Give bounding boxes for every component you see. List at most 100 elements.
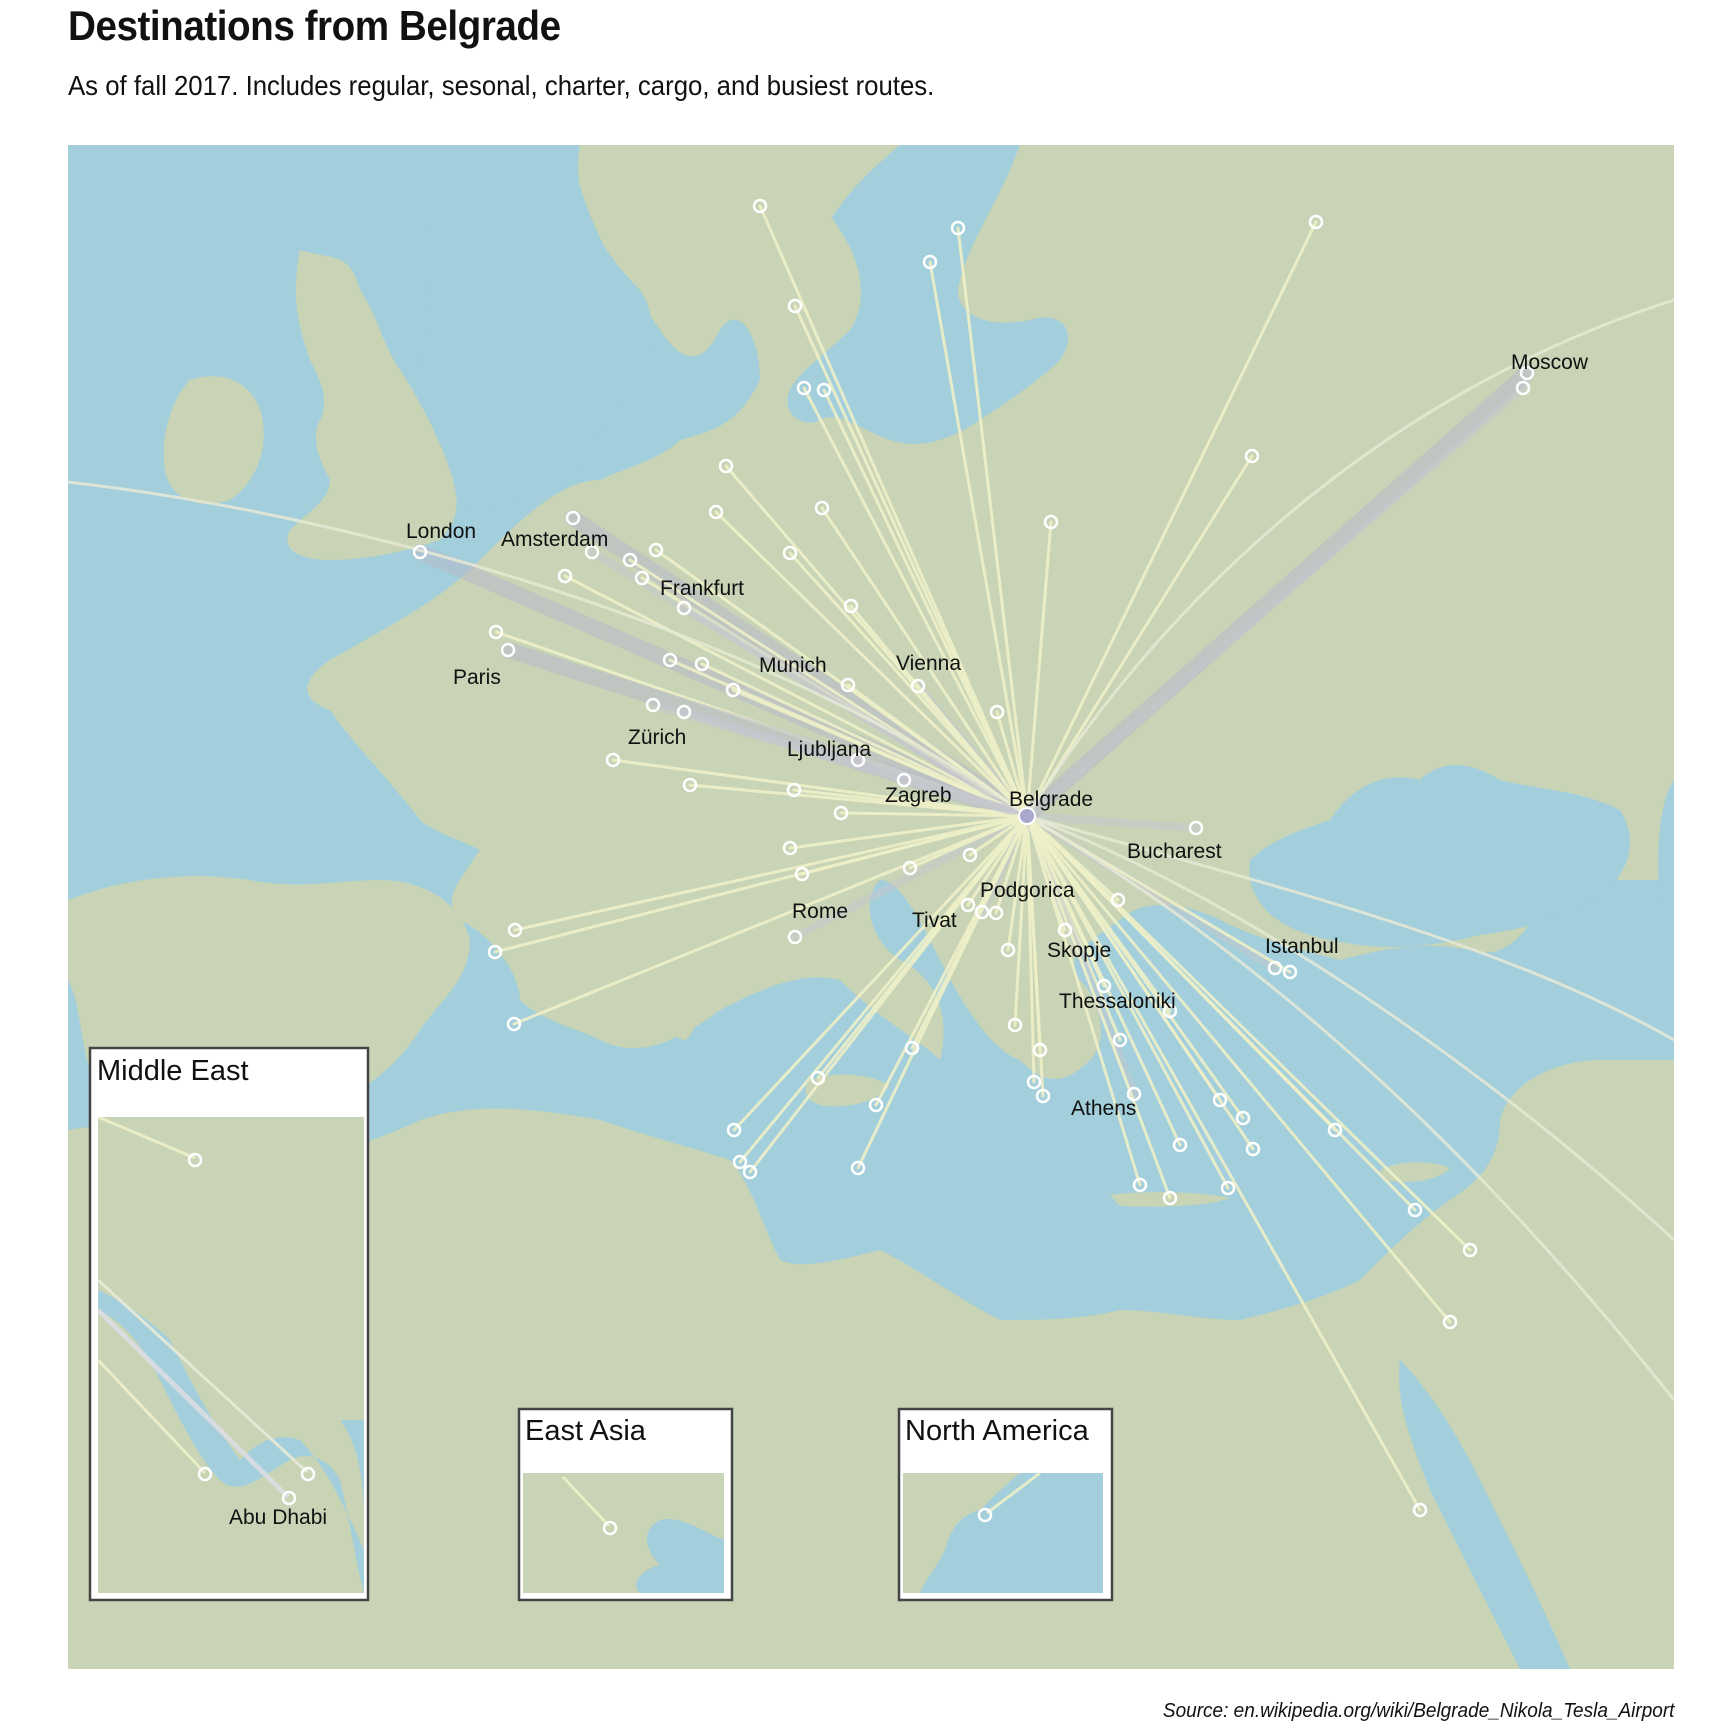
- route-line: [738, 814, 1029, 1164]
- label-amsterdam: Amsterdam: [501, 528, 608, 551]
- destination-marker: [1000, 942, 1016, 958]
- destination-marker: [507, 922, 523, 938]
- destination-marker: [1026, 1074, 1042, 1090]
- label-thessaloniki: Thessaloniki: [1059, 990, 1176, 1013]
- route-line: [1025, 454, 1254, 818]
- hub-marker-belgrade: [1018, 807, 1036, 825]
- destination-marker: [904, 1040, 920, 1056]
- route-line: [732, 814, 1029, 1132]
- route-line: [1025, 814, 1422, 1512]
- route-line: [802, 386, 1029, 818]
- route-line: [512, 814, 1029, 1026]
- route-line: [1025, 220, 1318, 818]
- destination-marker: [1188, 820, 1204, 836]
- label-belgrade: Belgrade: [1009, 788, 1093, 811]
- destination-marker: [662, 652, 678, 668]
- destination-marker: [1032, 1042, 1048, 1058]
- route-line: [1023, 812, 1200, 832]
- route-line: [839, 811, 1029, 818]
- destination-marker: [1007, 1017, 1023, 1033]
- destination-marker: [989, 704, 1005, 720]
- route-line: [1025, 814, 1417, 1212]
- route-line: [1025, 814, 1472, 1252]
- destination-marker: [1162, 1190, 1178, 1206]
- destination-marker: [843, 598, 859, 614]
- destination-marker: [1282, 964, 1298, 980]
- destination-marker: [796, 380, 812, 396]
- label-podgorica: Podgorica: [980, 879, 1075, 902]
- destination-marker: [732, 1154, 748, 1170]
- route-line: [1013, 814, 1029, 1027]
- inset-east-asia-title: East Asia: [525, 1415, 647, 1447]
- destination-marker: [1519, 365, 1535, 381]
- destination-marker: [810, 1070, 826, 1086]
- destination-marker: [1043, 514, 1059, 530]
- route-line-longhaul: [1026, 814, 1674, 1401]
- destination-marker: [605, 752, 621, 768]
- destination-marker: [950, 220, 966, 236]
- destination-marker: [1442, 1314, 1458, 1330]
- label-abu-dhabi: Abu Dhabi: [229, 1506, 327, 1529]
- label-moscow: Moscow: [1511, 351, 1589, 374]
- destination-marker: [910, 678, 926, 694]
- destination-marker: [584, 544, 600, 560]
- route-line: [748, 814, 1029, 1174]
- destination-marker: [557, 568, 573, 584]
- route-line: [700, 662, 1029, 818]
- destination-marker: [718, 458, 734, 474]
- label-munich: Munich: [759, 654, 827, 677]
- label-bucharest: Bucharest: [1127, 840, 1222, 863]
- label-vienna: Vienna: [896, 652, 961, 675]
- destination-marker: [500, 642, 516, 658]
- label-athens: Athens: [1071, 1097, 1136, 1120]
- label-istanbul: Istanbul: [1265, 935, 1339, 958]
- route-line: [822, 388, 1029, 818]
- destination-marker: [850, 752, 866, 768]
- destination-marker: [960, 897, 976, 913]
- destination-marker: [726, 1122, 742, 1138]
- destination-marker: [1308, 214, 1324, 230]
- destination-marker: [1172, 1137, 1188, 1153]
- route-line: [731, 688, 1029, 818]
- destination-marker: [896, 772, 912, 788]
- route-line-longhaul: [1025, 298, 1674, 817]
- label-london: London: [406, 520, 476, 543]
- destination-marker: [816, 382, 832, 398]
- route-line: [493, 814, 1029, 954]
- label-zagreb: Zagreb: [885, 784, 952, 807]
- label-ljubljana: Ljubljana: [787, 738, 871, 761]
- route-line: [1006, 814, 1029, 952]
- destination-marker: [645, 697, 661, 713]
- route-line: [1025, 520, 1053, 818]
- destination-marker: [1412, 1502, 1428, 1518]
- destination-marker: [782, 840, 798, 856]
- destination-marker: [814, 500, 830, 516]
- destination-marker: [634, 570, 650, 586]
- chart-title: Destinations from Belgrade: [68, 2, 561, 49]
- land-masses: [68, 145, 1674, 1669]
- destination-marker: [1244, 448, 1260, 464]
- destination-marker: [487, 944, 503, 960]
- destination-marker: [752, 198, 768, 214]
- city-labels: London Amsterdam Frankfurt Paris Munich …: [406, 351, 1589, 1120]
- inset-north-america-title: North America: [905, 1415, 1090, 1447]
- route-line: [788, 551, 1029, 818]
- destination-marker: [1245, 1141, 1261, 1157]
- destination-marker: [1110, 892, 1126, 908]
- destination-marker: [676, 600, 692, 616]
- route-lines: [68, 204, 1674, 1512]
- destination-marker: [1035, 1088, 1051, 1104]
- destination-marker: [412, 544, 428, 560]
- route-line: [792, 788, 1029, 818]
- destination-marker: [902, 860, 918, 876]
- route-line: [995, 710, 1029, 818]
- destination-marker: [1212, 1092, 1228, 1108]
- destination-marker: [833, 805, 849, 821]
- destination-marker: [782, 545, 798, 561]
- chart-subtitle: As of fall 2017. Includes regular, seson…: [68, 70, 935, 101]
- source-note: Source: en.wikipedia.org/wiki/Belgrade_N…: [1162, 1700, 1674, 1722]
- route-line-longhaul: [1026, 814, 1674, 1242]
- destination-marker: [840, 677, 856, 693]
- route-line: [994, 814, 1029, 915]
- destination-marker: [850, 1160, 866, 1176]
